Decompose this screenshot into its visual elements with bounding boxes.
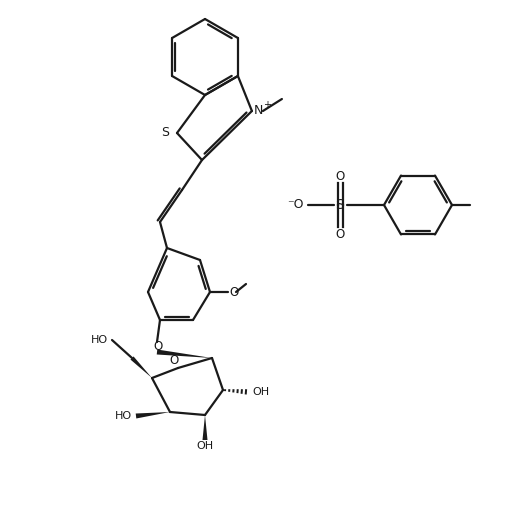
Text: HO: HO xyxy=(91,335,108,345)
Text: O: O xyxy=(229,285,238,299)
Text: O: O xyxy=(169,355,179,367)
Text: OH: OH xyxy=(196,441,213,451)
Text: HO: HO xyxy=(115,411,132,421)
Polygon shape xyxy=(131,357,152,378)
Polygon shape xyxy=(136,412,170,419)
Text: ⁻O: ⁻O xyxy=(287,199,304,211)
Text: +: + xyxy=(263,100,271,110)
Text: O: O xyxy=(335,228,344,240)
Polygon shape xyxy=(203,415,208,440)
Polygon shape xyxy=(157,350,212,358)
Text: S: S xyxy=(161,126,169,140)
Text: S: S xyxy=(336,198,344,212)
Text: O: O xyxy=(335,170,344,182)
Text: OH: OH xyxy=(252,387,269,397)
Text: N: N xyxy=(254,104,263,116)
Text: O: O xyxy=(153,340,163,354)
